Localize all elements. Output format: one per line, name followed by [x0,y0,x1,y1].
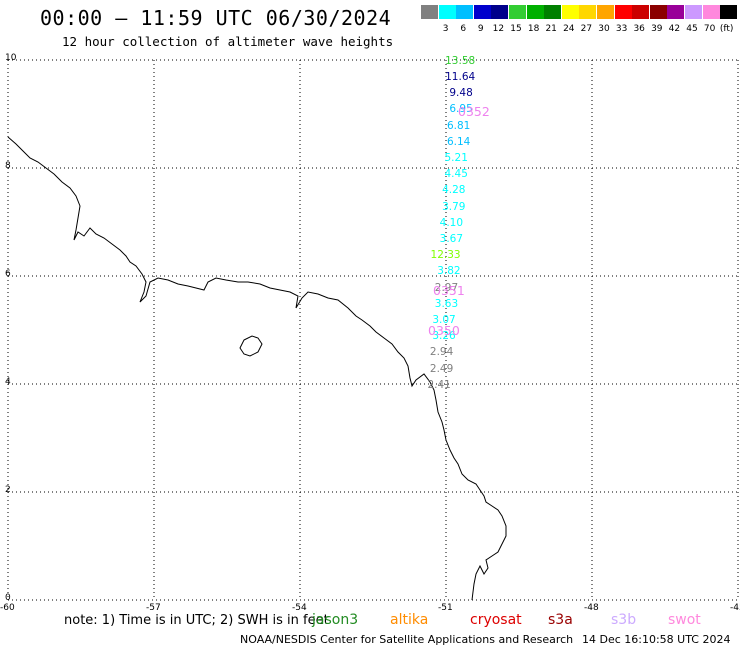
scale-swatch [702,5,720,19]
scale-swatch [614,5,632,19]
y-tick-label: 10 [5,53,17,63]
wave-height-label: 2.94 [429,346,454,359]
wave-height-label: 3.82 [437,265,461,278]
scale-swatch [509,5,526,19]
scale-swatch [473,5,491,19]
scale-swatch [649,5,667,19]
wave-height-label: 2.97 [434,281,459,294]
wave-height-label: 3.67 [439,232,464,245]
y-tick-label: 4 [5,377,11,387]
scale-label: 15 [510,24,522,34]
satellite-legend-item: altika [390,612,429,628]
wave-height-label: 6.95 [449,103,473,116]
x-tick-label: -51 [438,603,453,613]
scale-swatch [491,5,509,19]
scale-label: 39 [651,24,663,34]
scale-label: 9 [477,24,484,34]
x-tick-label: -60 [0,603,15,613]
timestamp-text: 14 Dec 16:10:58 UTC 2024 [582,633,731,646]
scale-label: 12 [492,24,505,34]
wave-height-label: 4.28 [442,184,466,197]
scale-unit: (ft) [719,24,734,34]
map-plot [7,59,739,601]
scale-label: 24 [563,24,575,34]
pass-time-label: 0352 [458,104,490,119]
pass-time-label: 0350 [428,323,460,338]
scale-label: 27 [580,24,593,34]
island [239,335,263,357]
satellite-legend-item: jason3 [312,612,359,628]
scale-label: 30 [598,24,610,34]
satellite-legend-item: s3b [611,612,637,628]
wave-height-label: 4.10 [439,216,464,229]
y-tick-label: 2 [5,485,11,495]
x-tick-label: -48 [584,603,599,613]
wave-height-label: 13.58 [445,54,476,67]
wave-height-label: 2.41 [427,378,451,391]
scale-label: 45 [686,24,698,34]
scale-label: 70 [703,24,716,34]
scale-swatch [685,5,702,19]
chart-subtitle: 12 hour collection of altimeter wave hei… [62,34,394,49]
wave-height-label: 3.79 [442,200,466,213]
scale-label: 18 [527,24,540,34]
x-tick-label: -54 [292,603,307,613]
scale-label: 36 [633,24,645,34]
y-tick-label: 8 [5,161,11,171]
grid-lines [7,59,739,601]
x-tick-label: -57 [146,603,161,613]
scale-swatch [421,5,438,19]
coastline [7,136,507,601]
scale-label: 6 [460,24,467,34]
scale-swatch [456,5,474,19]
pass-time-label: 0351 [433,283,465,298]
wave-height-label: 12.33 [430,249,461,262]
satellite-legend-item: s3a [548,612,573,628]
wave-height-label: 11.64 [445,70,476,83]
wave-height-label: 3.26 [432,330,456,343]
satellite-legend-item: cryosat [470,612,522,628]
satellite-legend-item: swot [668,612,701,628]
scale-label: 33 [615,24,628,34]
scale-swatch [544,5,562,19]
wave-height-label: 4.45 [444,168,468,181]
scale-swatch [597,5,614,19]
wave-height-label: 3.07 [432,313,456,326]
note-text: note: 1) Time is in UTC; 2) SWH is in fe… [64,613,329,628]
y-tick-label: 0 [5,593,11,603]
wave-height-label: 6.14 [446,135,471,148]
y-tick-label: 6 [5,269,11,279]
scale-label: 42 [668,24,681,34]
chart-title: 00:00 — 11:59 UTC 06/30/2024 [40,6,392,30]
scale-swatch [632,5,650,19]
scale-swatch [579,5,597,19]
scale-swatch [667,5,685,19]
wave-height-label: 6.81 [446,119,471,132]
scale-label: 21 [545,24,557,34]
scale-swatch [720,5,738,19]
wave-height-label: 5.21 [444,151,468,164]
wave-height-label: 3.63 [434,297,459,310]
scale-label: 3 [442,24,449,34]
wave-height-label: 9.48 [449,87,473,100]
scale-swatch [561,5,579,19]
x-tick-label: -45 [730,603,740,613]
scale-swatch [438,5,456,19]
scale-swatch [526,5,544,19]
wave-height-label: 2.49 [429,362,454,375]
credit-text: NOAA/NESDIS Center for Satellite Applica… [240,633,574,646]
